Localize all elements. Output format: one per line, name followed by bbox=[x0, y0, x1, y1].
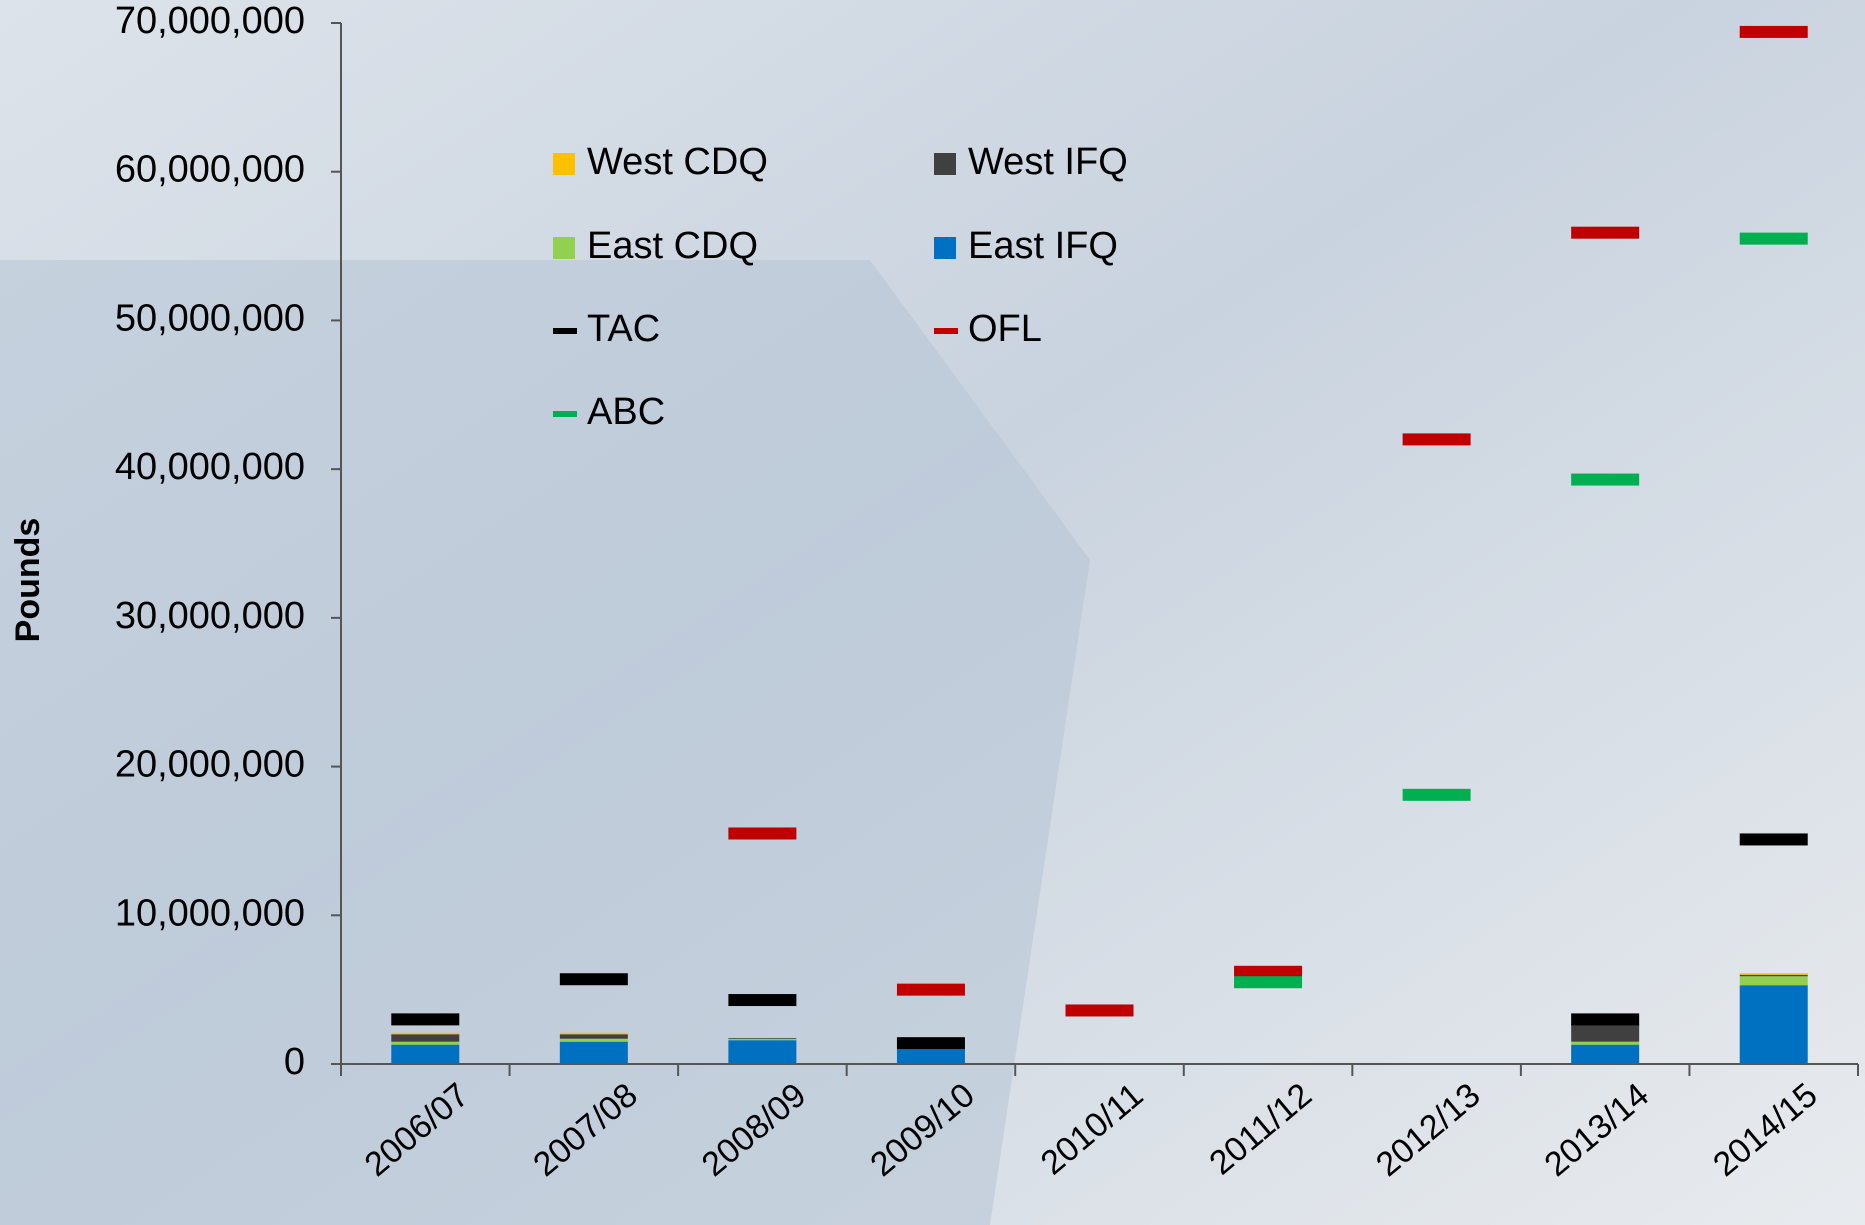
legend-swatch bbox=[553, 237, 575, 259]
bar-segment bbox=[1571, 1041, 1640, 1045]
legend-swatch bbox=[934, 153, 956, 175]
legend-label: TAC bbox=[587, 308, 660, 350]
marker bbox=[728, 994, 797, 1007]
legend-label: West CDQ bbox=[587, 141, 768, 183]
marker bbox=[1739, 833, 1808, 846]
legend-label: East IFQ bbox=[968, 225, 1118, 267]
marker bbox=[1571, 1013, 1640, 1026]
background-shape bbox=[0, 260, 1090, 1225]
legend-label: West IFQ bbox=[968, 141, 1128, 183]
y-tick-label: 60,000,000 bbox=[115, 149, 305, 191]
marker bbox=[1402, 788, 1471, 801]
legend-swatch bbox=[934, 237, 956, 259]
bar-segment bbox=[559, 1034, 628, 1039]
bar-segment bbox=[391, 1032, 460, 1035]
bar-segment bbox=[1739, 976, 1808, 986]
legend-swatch bbox=[934, 328, 958, 334]
legend-label: OFL bbox=[968, 308, 1042, 350]
y-tick-label: 30,000,000 bbox=[115, 595, 305, 637]
bar-segment bbox=[559, 1038, 628, 1042]
legend-swatch bbox=[553, 411, 577, 417]
y-tick-label: 50,000,000 bbox=[115, 297, 305, 339]
bar-segment bbox=[896, 1049, 965, 1064]
y-tick-label: 70,000,000 bbox=[115, 0, 305, 42]
y-tick-label: 20,000,000 bbox=[115, 744, 305, 786]
marker bbox=[559, 973, 628, 986]
bar-segment bbox=[391, 1041, 460, 1045]
bar-segment bbox=[1739, 985, 1808, 1064]
bar-segment bbox=[1571, 1023, 1640, 1042]
legend-label: East CDQ bbox=[587, 225, 758, 267]
marker bbox=[1571, 226, 1640, 239]
y-tick-label: 0 bbox=[284, 1041, 305, 1083]
marker bbox=[1571, 473, 1640, 486]
marker bbox=[1739, 25, 1808, 38]
legend-swatch bbox=[553, 328, 577, 334]
bar-segment bbox=[391, 1044, 460, 1064]
legend-swatch bbox=[553, 153, 575, 175]
marker bbox=[391, 1013, 460, 1026]
y-tick-label: 10,000,000 bbox=[115, 892, 305, 934]
bar-segment bbox=[391, 1034, 460, 1042]
bar-segment bbox=[1739, 974, 1808, 977]
marker bbox=[1234, 965, 1303, 978]
bar-segment bbox=[728, 1038, 797, 1041]
bar-segment bbox=[1739, 973, 1808, 975]
marker bbox=[1739, 232, 1808, 245]
y-axis-label: Pounds bbox=[9, 518, 47, 643]
marker bbox=[896, 983, 965, 996]
legend-label: ABC bbox=[587, 391, 665, 433]
marker bbox=[1402, 433, 1471, 446]
bar-segment bbox=[559, 1032, 628, 1035]
marker bbox=[1234, 976, 1303, 989]
bar-segment bbox=[728, 1040, 797, 1064]
y-tick-label: 40,000,000 bbox=[115, 446, 305, 488]
marker bbox=[1065, 1004, 1134, 1017]
bar-segment bbox=[1571, 1044, 1640, 1064]
marker bbox=[728, 827, 797, 840]
bar-segment bbox=[559, 1041, 628, 1064]
marker bbox=[896, 1037, 965, 1050]
bar-segment bbox=[728, 1037, 797, 1039]
